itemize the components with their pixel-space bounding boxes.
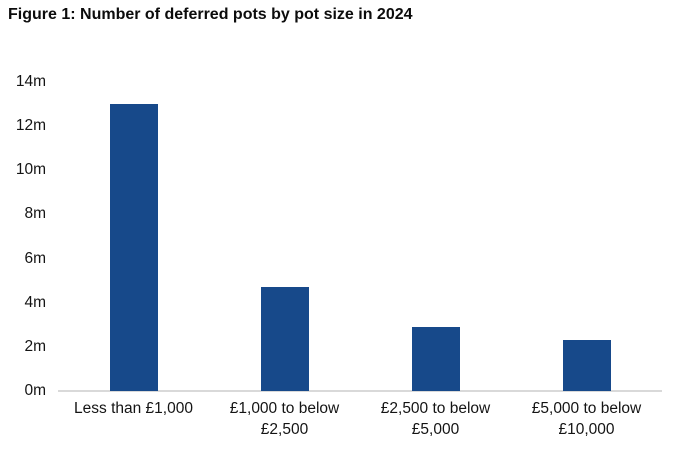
chart-title: Figure 1: Number of deferred pots by pot… [8, 6, 413, 23]
x-category-label: £1,000 to below £2,500 [229, 400, 340, 438]
bar-4 [562, 340, 611, 391]
y-tick-label: 0m [24, 382, 46, 399]
x-axis-line [58, 390, 662, 392]
y-tick-label: 2m [24, 337, 46, 355]
y-tick-label: 10m [15, 161, 46, 179]
bar-2 [260, 287, 309, 391]
y-tick-label: 8m [24, 205, 46, 223]
y-tick-label: 14m [15, 73, 46, 90]
y-tick-label: 12m [15, 117, 46, 135]
x-axis-labels: Less than £1,000 £1,000 to below £2,500 £2… [58, 398, 662, 440]
x-category-label: £5,000 to below £10,000 [531, 400, 642, 438]
bar-3 [411, 327, 460, 391]
x-category-label: £2,500 to below £5,000 [380, 400, 491, 438]
bar-1 [109, 104, 158, 391]
x-category-label: Less than £1,000 [74, 400, 193, 417]
y-tick-label: 4m [24, 293, 46, 311]
y-tick-label: 6m [24, 249, 46, 267]
y-axis: 0m 2m 4m 6m 8m 10m 12m 14m [0, 73, 46, 399]
plot-area [58, 82, 662, 392]
